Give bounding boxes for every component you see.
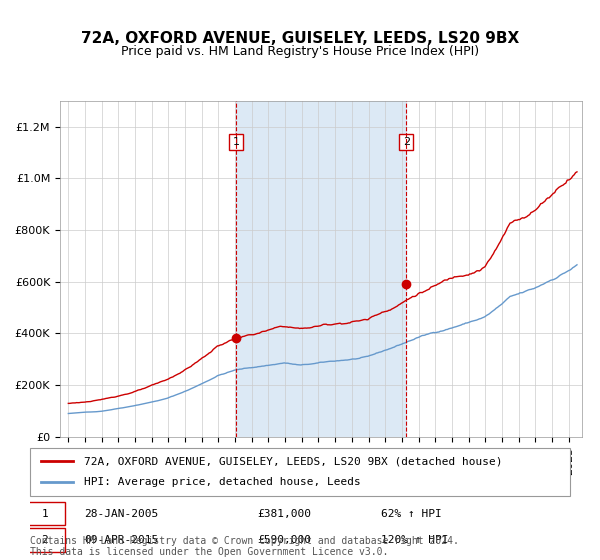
Text: 72A, OXFORD AVENUE, GUISELEY, LEEDS, LS20 9BX: 72A, OXFORD AVENUE, GUISELEY, LEEDS, LS2… (81, 31, 519, 46)
FancyBboxPatch shape (25, 529, 65, 552)
Bar (236, 101, 406, 437)
Text: 1: 1 (233, 137, 240, 147)
FancyBboxPatch shape (25, 502, 65, 525)
Text: 2: 2 (403, 137, 410, 147)
Text: Contains HM Land Registry data © Crown copyright and database right 2024.
This d: Contains HM Land Registry data © Crown c… (30, 535, 459, 557)
Text: 28-JAN-2005: 28-JAN-2005 (84, 508, 158, 519)
Text: 72A, OXFORD AVENUE, GUISELEY, LEEDS, LS20 9BX (detached house): 72A, OXFORD AVENUE, GUISELEY, LEEDS, LS2… (84, 456, 503, 466)
Text: 120% ↑ HPI: 120% ↑ HPI (381, 535, 449, 545)
FancyBboxPatch shape (30, 448, 570, 496)
Text: HPI: Average price, detached house, Leeds: HPI: Average price, detached house, Leed… (84, 477, 361, 487)
Text: 62% ↑ HPI: 62% ↑ HPI (381, 508, 442, 519)
Text: £590,000: £590,000 (257, 535, 311, 545)
Text: Price paid vs. HM Land Registry's House Price Index (HPI): Price paid vs. HM Land Registry's House … (121, 45, 479, 58)
Text: 2: 2 (41, 535, 48, 545)
Text: 1: 1 (41, 508, 48, 519)
Text: 09-APR-2015: 09-APR-2015 (84, 535, 158, 545)
Text: £381,000: £381,000 (257, 508, 311, 519)
